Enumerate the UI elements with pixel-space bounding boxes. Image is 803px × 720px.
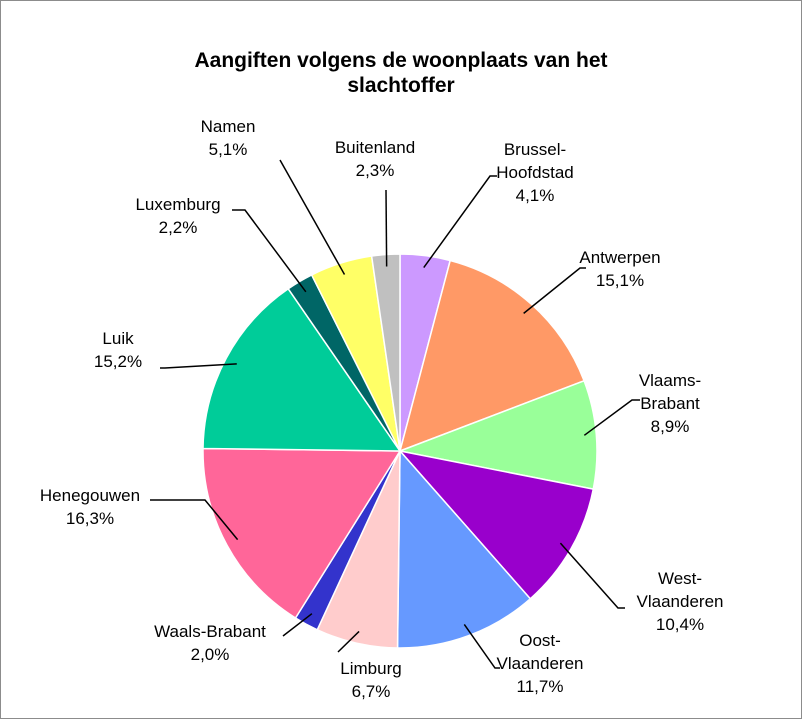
leader-line	[232, 209, 307, 293]
slice-value-label: 5,1%	[209, 140, 248, 159]
leader-line	[463, 624, 500, 669]
slice-label: Luxemburg	[135, 195, 220, 214]
pie-slice	[397, 379, 598, 491]
slice-label: Brussel-Hoofdstad	[496, 140, 574, 182]
slice-value-label: 15,2%	[94, 352, 142, 371]
pie-slice	[202, 287, 402, 452]
leader-line	[523, 267, 586, 314]
slice-label: Buitenland	[335, 138, 415, 157]
slice-value-label: 6,7%	[352, 682, 391, 701]
slice-value-label: 2,2%	[159, 218, 198, 237]
slice-label: Henegouwen	[40, 486, 140, 505]
slice-label: Limburg	[340, 659, 401, 678]
slice-label: Antwerpen	[579, 248, 660, 267]
slice-label: Luik	[102, 329, 134, 348]
slice-value-label: 4,1%	[516, 186, 555, 205]
pie-slice	[396, 449, 532, 649]
slice-value-label: 10,4%	[656, 615, 704, 634]
chart-title: Aangiften volgens de woonplaats van het s…	[194, 49, 607, 97]
slice-label: Oost-Vlaanderen	[497, 631, 584, 673]
slice-value-label: 8,9%	[651, 417, 690, 436]
pie-slice	[398, 259, 586, 453]
leader-line	[150, 499, 239, 541]
pie-slice	[370, 253, 401, 452]
slice-value-label: 2,0%	[191, 645, 230, 664]
slice-value-label: 16,3%	[66, 509, 114, 528]
leader-line	[583, 399, 640, 436]
slice-value-label: 11,7%	[517, 677, 564, 696]
leader-line	[559, 542, 625, 609]
leader-line	[279, 159, 346, 275]
leader-line	[385, 189, 388, 267]
leader-line	[337, 630, 360, 653]
slice-label: Vlaams-Brabant	[639, 371, 701, 413]
slice-label: Waals-Brabant	[154, 622, 266, 641]
pie-slice	[397, 449, 595, 600]
slice-value-label: 2,3%	[356, 161, 395, 180]
pie-slice	[202, 447, 402, 620]
slice-label: West-Vlaanderen	[637, 569, 724, 611]
leader-line	[423, 175, 497, 268]
leader-line	[282, 613, 313, 637]
leader-line	[160, 363, 237, 369]
slice-label: Namen	[201, 117, 256, 136]
slice-value-label: 15,1%	[596, 271, 644, 290]
